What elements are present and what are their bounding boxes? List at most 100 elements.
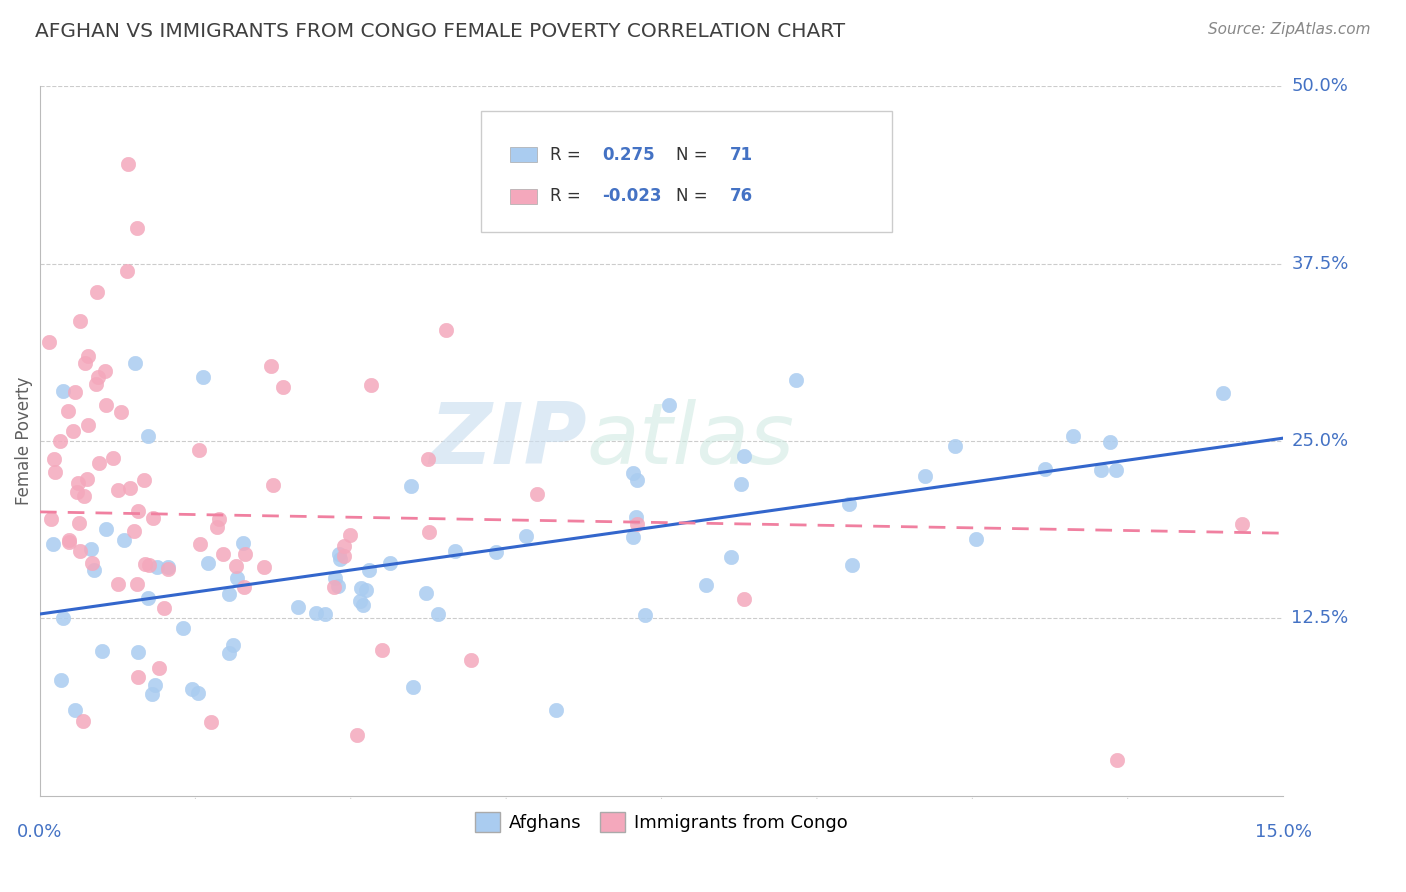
Point [695, 578, 717, 592]
Point [259, 359, 281, 374]
Point [359, 563, 381, 577]
Point [112, 533, 135, 547]
Point [38, 334, 60, 349]
Point [58, 404, 80, 418]
Point [434, 323, 457, 337]
Point [66, 475, 89, 490]
Point [42, 536, 65, 550]
Point [226, 571, 249, 585]
Text: N =: N = [676, 187, 713, 205]
Point [1105, 463, 1128, 477]
Point [44, 465, 66, 479]
Point [208, 512, 231, 526]
Point [399, 479, 422, 493]
Point [444, 544, 467, 558]
Point [187, 443, 209, 458]
Point [841, 558, 863, 573]
Point [181, 681, 204, 696]
Point [253, 560, 276, 574]
Point [218, 587, 240, 601]
Point [211, 547, 233, 561]
Point [76, 349, 98, 363]
Point [138, 558, 160, 572]
Text: 0.275: 0.275 [602, 145, 655, 163]
Point [621, 467, 644, 481]
Point [427, 607, 450, 622]
Point [218, 646, 240, 660]
Point [96, 398, 118, 412]
Point [66, 484, 89, 499]
Point [402, 680, 425, 694]
Point [127, 504, 149, 518]
Point [39, 511, 62, 525]
Text: Source: ZipAtlas.com: Source: ZipAtlas.com [1208, 22, 1371, 37]
Point [153, 601, 176, 615]
Text: 76: 76 [730, 187, 754, 205]
Point [350, 581, 373, 595]
Text: R =: R = [550, 145, 586, 163]
FancyBboxPatch shape [510, 189, 537, 204]
Point [323, 571, 346, 585]
Point [263, 478, 285, 492]
Point [354, 582, 377, 597]
Text: 71: 71 [730, 145, 754, 163]
Point [333, 549, 356, 563]
FancyBboxPatch shape [510, 146, 537, 162]
Point [107, 577, 129, 591]
Point [117, 264, 139, 278]
Point [222, 638, 245, 652]
Y-axis label: Female Poverty: Female Poverty [15, 376, 32, 505]
Point [232, 535, 254, 549]
Text: ZIP: ZIP [429, 400, 586, 483]
Point [323, 580, 346, 594]
Point [626, 516, 648, 531]
Point [94, 364, 117, 378]
Text: 15.0%: 15.0% [1254, 823, 1312, 841]
Point [80, 542, 103, 557]
Point [1107, 753, 1129, 767]
Point [378, 556, 401, 570]
Point [233, 581, 256, 595]
Point [418, 524, 440, 539]
Point [966, 532, 988, 546]
Point [63, 703, 86, 717]
Point [86, 285, 108, 299]
Point [733, 591, 755, 606]
Point [136, 591, 159, 606]
Text: -0.023: -0.023 [602, 187, 661, 205]
Point [118, 481, 141, 495]
Point [1099, 435, 1122, 450]
Point [339, 528, 361, 542]
Point [287, 600, 309, 615]
Point [353, 598, 375, 612]
Text: 37.5%: 37.5% [1292, 255, 1348, 273]
Point [172, 621, 194, 635]
Point [72, 714, 94, 728]
Point [142, 511, 165, 525]
Point [485, 545, 508, 559]
Point [1033, 462, 1056, 476]
Text: R =: R = [550, 187, 586, 205]
Point [225, 559, 247, 574]
Point [52, 610, 75, 624]
Point [271, 379, 294, 393]
Point [329, 552, 352, 566]
Point [188, 537, 211, 551]
Point [371, 643, 394, 657]
Point [332, 540, 354, 554]
Point [200, 714, 222, 729]
FancyBboxPatch shape [481, 112, 891, 232]
Point [186, 686, 208, 700]
Point [943, 439, 966, 453]
Text: N =: N = [676, 145, 713, 163]
Point [90, 644, 112, 658]
Point [418, 451, 440, 466]
Point [914, 469, 936, 483]
Point [76, 417, 98, 432]
Point [73, 356, 96, 370]
Point [544, 703, 567, 717]
Point [127, 645, 149, 659]
Point [94, 522, 117, 536]
Point [51, 673, 73, 687]
Point [460, 653, 482, 667]
